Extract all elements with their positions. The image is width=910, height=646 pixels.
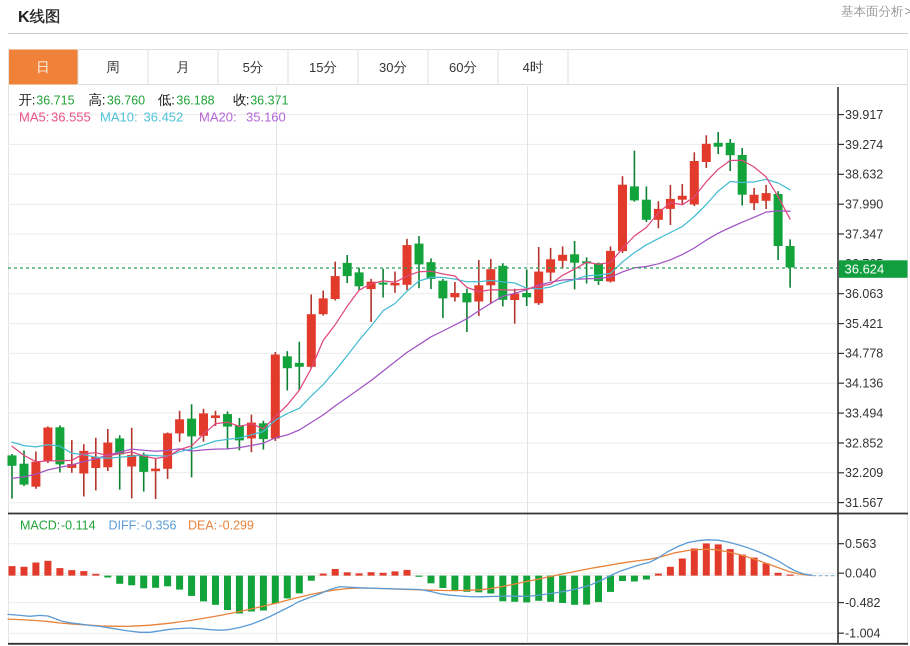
- svg-text:36.555: 36.555: [51, 110, 91, 125]
- svg-text:15: 15: [309, 60, 323, 75]
- svg-text:35.160: 35.160: [246, 110, 286, 125]
- svg-text::: :: [171, 92, 175, 107]
- svg-text:32.209: 32.209: [845, 466, 883, 480]
- svg-text:36.760: 36.760: [107, 93, 145, 107]
- svg-text:4: 4: [523, 60, 530, 75]
- svg-text:60: 60: [449, 60, 463, 75]
- svg-text:38.632: 38.632: [845, 168, 883, 182]
- svg-text:-0.299: -0.299: [219, 519, 254, 533]
- svg-text:DIFF:: DIFF:: [109, 519, 140, 533]
- svg-text:36.371: 36.371: [250, 93, 288, 107]
- svg-text:>: >: [905, 5, 910, 19]
- svg-text:32.852: 32.852: [845, 436, 883, 450]
- svg-text:MA20:: MA20:: [199, 110, 237, 125]
- svg-text:-0.356: -0.356: [141, 519, 176, 533]
- svg-text:0.040: 0.040: [845, 567, 876, 581]
- svg-text:30: 30: [379, 60, 393, 75]
- svg-text::: :: [246, 92, 250, 107]
- svg-text:-1.004: -1.004: [845, 627, 880, 641]
- svg-text:5: 5: [243, 60, 250, 75]
- svg-text:37.347: 37.347: [845, 227, 883, 241]
- svg-text:34.136: 34.136: [845, 377, 883, 391]
- svg-text::: :: [32, 92, 36, 107]
- svg-text:39.274: 39.274: [845, 138, 883, 152]
- svg-text:MACD:: MACD:: [20, 519, 60, 533]
- svg-text::: :: [102, 92, 106, 107]
- svg-text:-0.114: -0.114: [61, 519, 96, 533]
- svg-text:MA5:: MA5:: [19, 110, 49, 125]
- svg-text:39.917: 39.917: [845, 108, 883, 122]
- svg-text:36.452: 36.452: [144, 110, 184, 125]
- svg-text:36.188: 36.188: [176, 93, 214, 107]
- svg-text:36.063: 36.063: [845, 287, 883, 301]
- svg-text:0.563: 0.563: [845, 537, 876, 551]
- svg-text:36.624: 36.624: [845, 261, 885, 276]
- svg-text:-0.482: -0.482: [845, 596, 880, 610]
- svg-text:MA10:: MA10:: [100, 110, 138, 125]
- svg-text:K: K: [18, 9, 30, 26]
- svg-text:34.778: 34.778: [845, 347, 883, 361]
- svg-text:35.421: 35.421: [845, 317, 883, 331]
- svg-text:37.990: 37.990: [845, 197, 883, 211]
- svg-text:36.715: 36.715: [36, 93, 74, 107]
- svg-text:33.494: 33.494: [845, 406, 883, 420]
- svg-text:DEA:: DEA:: [188, 519, 217, 533]
- svg-text:31.567: 31.567: [845, 496, 883, 510]
